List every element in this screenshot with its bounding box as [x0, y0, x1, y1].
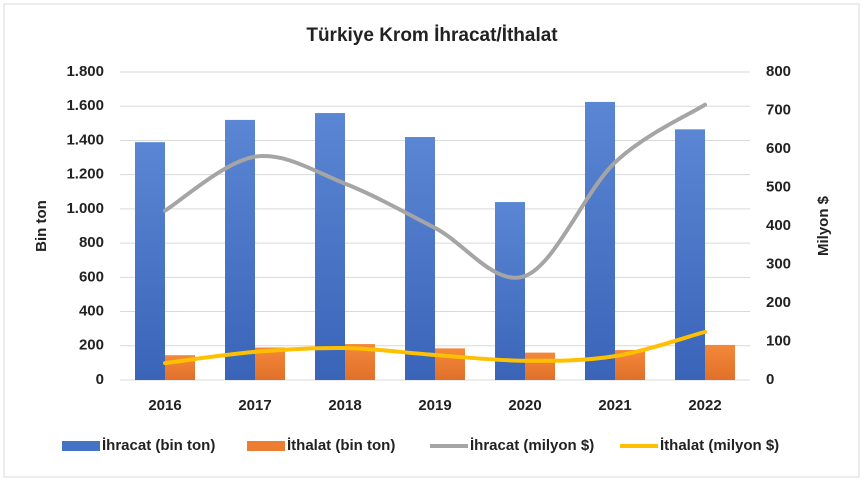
- y2-tick-label: 500: [766, 178, 791, 195]
- y-tick-label: 600: [79, 268, 104, 285]
- y2-tick-label: 200: [766, 294, 791, 311]
- bar: [435, 348, 465, 380]
- line: [163, 329, 707, 366]
- chart-title: Türkiye Krom İhracat/İthalat: [306, 25, 558, 46]
- bar: [585, 101, 615, 380]
- x-tick-label: 2020: [508, 397, 541, 414]
- y2-tick-label: 400: [766, 217, 791, 234]
- legend-label: İthalat (milyon $): [660, 437, 779, 454]
- y-tick-label: 1.600: [66, 97, 104, 114]
- y-tick-label: 1.800: [66, 63, 104, 80]
- y-tick-label: 400: [79, 303, 104, 320]
- y2-tick-label: 700: [766, 101, 791, 118]
- y2-axis-title: Milyon $: [815, 195, 832, 256]
- y-tick-label: 200: [79, 337, 104, 354]
- y-tick-label: 1.400: [66, 131, 104, 148]
- x-tick-label: 2017: [238, 397, 271, 414]
- legend-label: İhracat (milyon $): [470, 437, 594, 454]
- bar: [705, 344, 735, 380]
- legend-label: İhracat (bin ton): [102, 437, 215, 454]
- x-tick-label: 2022: [688, 397, 721, 414]
- legend-swatch: [62, 441, 100, 451]
- x-tick-label: 2016: [148, 397, 181, 414]
- x-tick-label: 2019: [418, 397, 451, 414]
- bar: [495, 202, 525, 380]
- y2-tick-label: 800: [766, 63, 791, 80]
- y-tick-label: 1.200: [66, 166, 104, 183]
- legend-swatch: [247, 441, 285, 451]
- bar: [405, 137, 435, 380]
- legend-label: İthalat (bin ton): [287, 437, 395, 454]
- bar: [315, 113, 345, 381]
- y-tick-label: 0: [96, 371, 104, 388]
- y2-tick-label: 600: [766, 140, 791, 157]
- y-tick-label: 1.000: [66, 200, 104, 217]
- y2-tick-label: 0: [766, 371, 774, 388]
- bar: [135, 142, 165, 380]
- bar: [525, 352, 555, 380]
- line: [163, 102, 707, 280]
- y-axis-title: Bin ton: [33, 200, 50, 252]
- y2-tick-label: 300: [766, 255, 791, 272]
- x-tick-label: 2018: [328, 397, 361, 414]
- y2-tick-label: 100: [766, 332, 791, 349]
- bar: [675, 129, 705, 380]
- x-tick-label: 2021: [598, 397, 631, 414]
- y-tick-label: 800: [79, 234, 104, 251]
